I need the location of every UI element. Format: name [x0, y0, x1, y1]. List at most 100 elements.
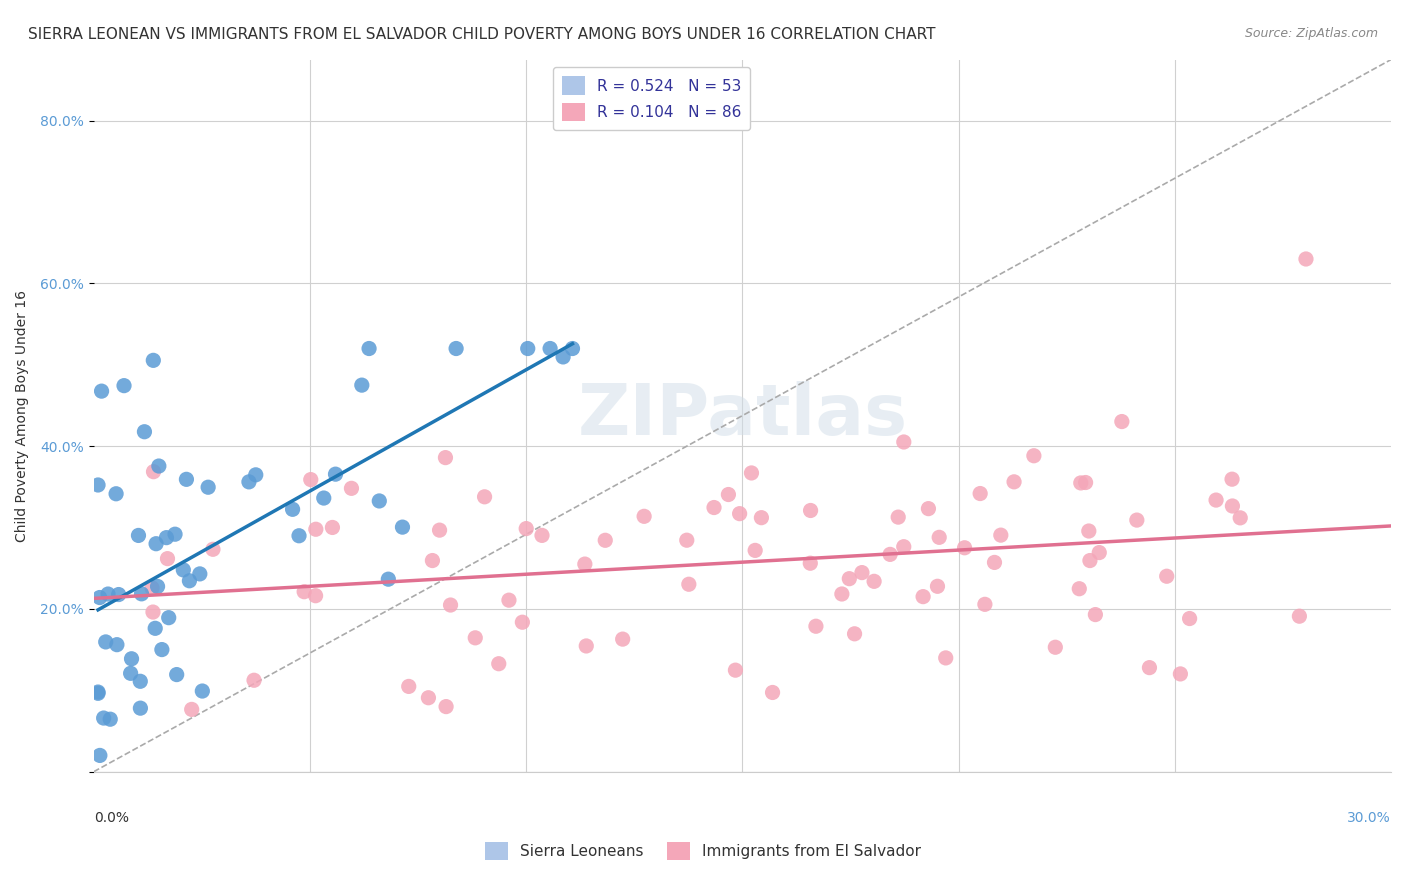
Point — [717, 487, 740, 501]
Point — [512, 615, 534, 630]
Point — [553, 350, 575, 364]
Point — [990, 528, 1012, 542]
Point — [912, 590, 935, 604]
Point — [761, 685, 783, 699]
Point — [238, 475, 260, 489]
Point — [575, 639, 598, 653]
Point — [538, 342, 561, 356]
Point — [800, 503, 823, 517]
Point — [1084, 607, 1107, 622]
Point — [675, 533, 697, 548]
Point — [516, 342, 538, 356]
Point — [1288, 609, 1310, 624]
Point — [418, 690, 440, 705]
Point — [844, 627, 866, 641]
Point — [751, 510, 773, 524]
Point — [1178, 611, 1201, 625]
Point — [1077, 524, 1099, 538]
Point — [281, 502, 304, 516]
Point — [93, 711, 115, 725]
Point — [179, 574, 201, 588]
Point — [299, 473, 322, 487]
Point — [728, 507, 751, 521]
Point — [593, 533, 616, 548]
Point — [561, 342, 583, 356]
Point — [368, 494, 391, 508]
Point — [90, 384, 112, 398]
Point — [292, 584, 315, 599]
Point — [98, 712, 121, 726]
Point — [1002, 475, 1025, 489]
Point — [893, 540, 915, 554]
Point — [146, 579, 169, 593]
Point — [129, 674, 152, 689]
Point — [1205, 493, 1227, 508]
Point — [142, 353, 165, 368]
Point — [1222, 499, 1244, 513]
Point — [983, 556, 1005, 570]
Point — [488, 657, 510, 671]
Point — [391, 520, 413, 534]
Point — [89, 591, 111, 605]
Point — [105, 487, 128, 501]
Point — [1229, 511, 1251, 525]
Point — [243, 673, 266, 688]
Point — [422, 553, 444, 567]
Point — [1220, 472, 1243, 486]
Point — [201, 542, 224, 557]
Point — [879, 548, 901, 562]
Point — [1156, 569, 1178, 583]
Point — [612, 632, 634, 647]
Point — [188, 566, 211, 581]
Point — [851, 566, 873, 580]
Point — [804, 619, 827, 633]
Point — [340, 481, 363, 495]
Point — [89, 748, 111, 763]
Point — [305, 522, 328, 536]
Point — [1295, 252, 1317, 266]
Point — [156, 551, 179, 566]
Point — [312, 491, 335, 505]
Point — [464, 631, 486, 645]
Legend: Sierra Leoneans, Immigrants from El Salvador: Sierra Leoneans, Immigrants from El Salv… — [479, 836, 927, 866]
Point — [163, 527, 186, 541]
Point — [141, 581, 163, 595]
Point — [831, 587, 853, 601]
Point — [1069, 582, 1091, 596]
Point — [1139, 660, 1161, 674]
Point — [1170, 667, 1192, 681]
Point — [740, 466, 762, 480]
Point — [172, 563, 194, 577]
Point — [969, 486, 991, 500]
Point — [157, 610, 180, 624]
Point — [357, 342, 380, 356]
Point — [434, 699, 457, 714]
Point — [703, 500, 725, 515]
Point — [863, 574, 886, 589]
Point — [245, 467, 267, 482]
Point — [498, 593, 520, 607]
Point — [973, 598, 995, 612]
Point — [1088, 545, 1111, 559]
Point — [515, 522, 537, 536]
Point — [97, 587, 120, 601]
Text: 30.0%: 30.0% — [1347, 811, 1391, 825]
Point — [377, 572, 399, 586]
Point — [112, 378, 135, 392]
Point — [1022, 449, 1045, 463]
Point — [398, 680, 420, 694]
Point — [1074, 475, 1097, 490]
Point — [953, 541, 976, 555]
Point — [474, 490, 496, 504]
Point — [197, 480, 219, 494]
Point — [1045, 640, 1067, 655]
Point — [105, 638, 128, 652]
Point — [148, 458, 170, 473]
Point — [288, 529, 311, 543]
Point — [574, 557, 596, 571]
Point — [87, 685, 110, 699]
Point — [838, 572, 860, 586]
Point — [744, 543, 766, 558]
Point — [87, 686, 110, 700]
Point — [917, 501, 939, 516]
